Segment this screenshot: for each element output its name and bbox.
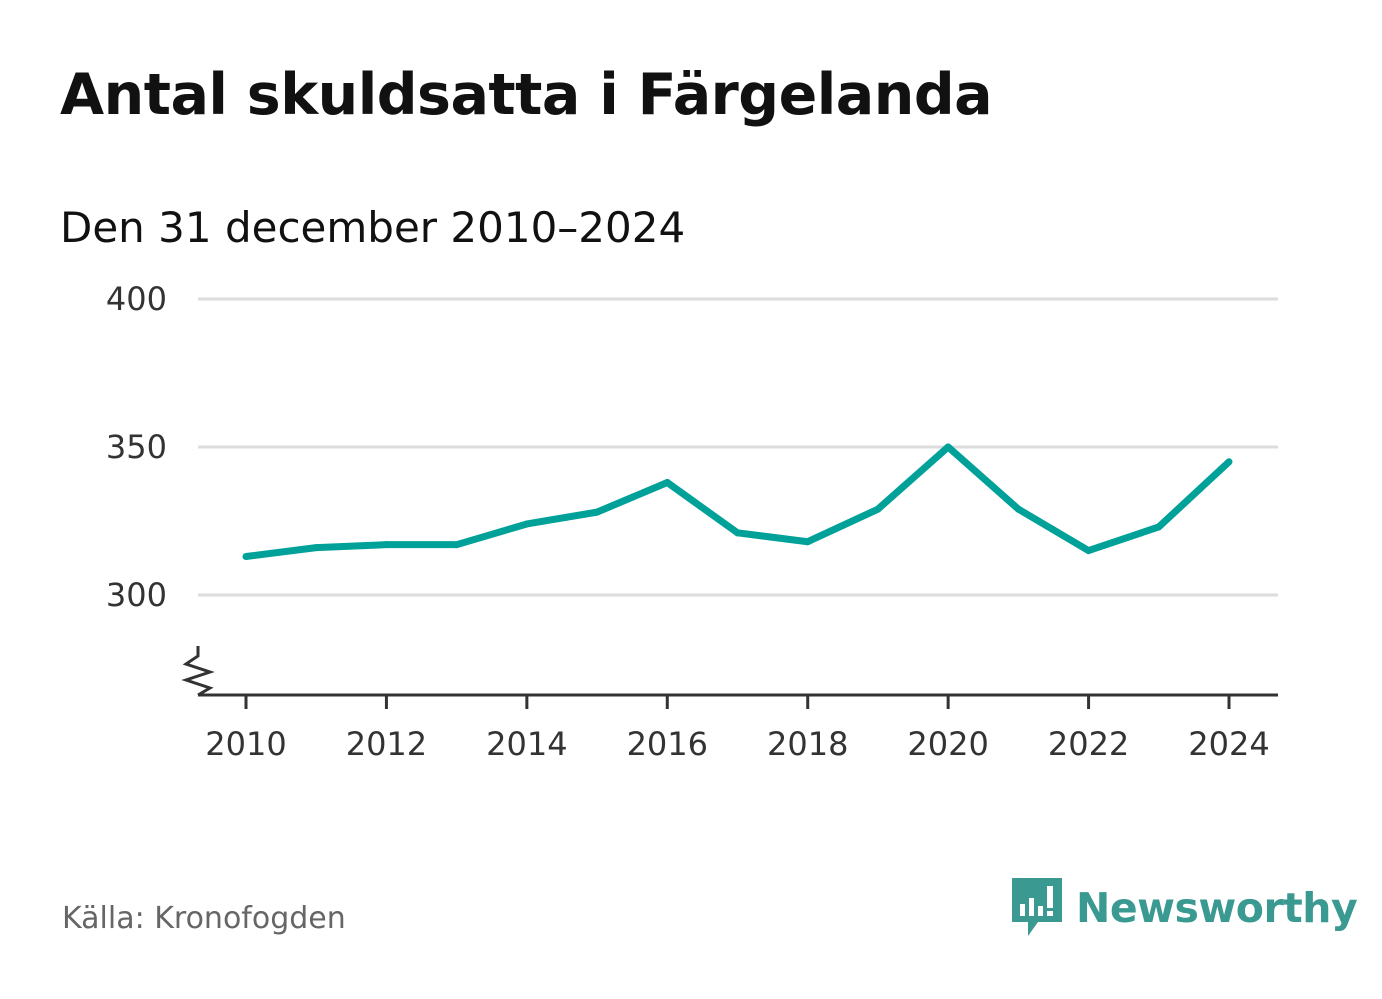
x-axis [181, 646, 1278, 697]
brand-name: Newsworthy [1076, 884, 1358, 932]
x-tick-label-2018: 2018 [767, 725, 848, 763]
x-tick-label-2010: 2010 [205, 725, 286, 763]
data-point-2022 [1085, 547, 1093, 555]
data-point-2013 [453, 541, 461, 549]
data-point-2019 [874, 505, 882, 513]
data-point-2018 [804, 538, 812, 546]
x-axis-ticks: 2010 2012 2014 2016 2018 2020 2022 2024 [205, 695, 1270, 763]
newsworthy-icon [1012, 878, 1062, 936]
data-point-2020 [944, 443, 952, 451]
data-point-2021 [1014, 505, 1022, 513]
axis-break-icon [181, 646, 215, 697]
y-tick-label-300: 300 [106, 576, 167, 614]
series-line [245, 443, 1232, 560]
series [242, 443, 1233, 561]
data-point-2014 [523, 520, 531, 528]
chart-title: Antal skuldsatta i Färgelanda [60, 62, 993, 128]
data-point-2017 [734, 529, 741, 537]
source-note: Källa: Kronofogden [62, 901, 346, 936]
data-point-2010 [242, 553, 250, 561]
x-tick-label-2022: 2022 [1048, 725, 1129, 763]
data-point-2012 [382, 541, 390, 549]
x-tick-label-2024: 2024 [1188, 725, 1269, 763]
y-tick-label-400: 400 [106, 280, 167, 318]
data-point-2023 [1155, 523, 1163, 531]
data-point-2024 [1225, 458, 1233, 466]
data-point-2016 [663, 479, 671, 487]
newsworthy-logo: Newsworthy [1012, 878, 1358, 938]
gridlines [198, 297, 1278, 597]
x-tick-label-2016: 2016 [627, 725, 708, 763]
data-point-2011 [312, 544, 320, 552]
y-axis-ticks: 300 350 400 [106, 280, 167, 614]
data-point-2015 [593, 508, 601, 516]
chart-subtitle: Den 31 december 2010–2024 [60, 203, 686, 252]
x-tick-label-2014: 2014 [486, 725, 567, 763]
y-tick-label-350: 350 [106, 428, 167, 466]
x-tick-label-2020: 2020 [907, 725, 988, 763]
x-tick-label-2012: 2012 [346, 725, 427, 763]
